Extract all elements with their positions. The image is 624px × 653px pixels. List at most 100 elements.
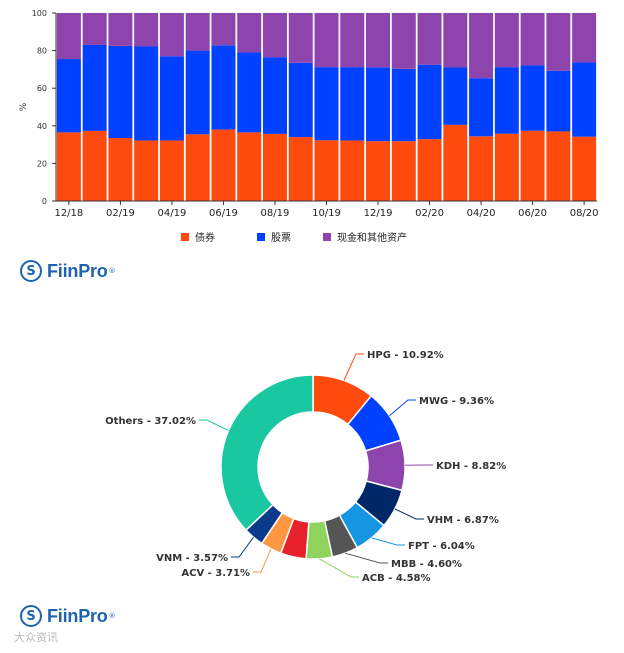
slice-connector <box>389 399 416 417</box>
bar-segment <box>134 140 159 201</box>
bar-segment <box>108 45 133 139</box>
y-tick-label: 20 <box>37 159 47 168</box>
slice-label: MBB - 4.60% <box>391 559 462 570</box>
bar-segment <box>417 64 442 140</box>
bar-segment <box>211 45 236 130</box>
bar-segment <box>340 13 365 68</box>
fiinpro-s-icon: S <box>20 605 42 627</box>
bar-segment <box>546 13 571 71</box>
bar-segment <box>520 130 545 201</box>
x-tick-label: 12/18 <box>54 208 83 219</box>
y-axis-label: % <box>19 102 29 111</box>
bar-segment <box>314 13 339 68</box>
bar-segment <box>314 67 339 141</box>
bar-segment <box>546 131 571 201</box>
slice-connector <box>231 536 254 558</box>
slice-label: ACB - 4.58% <box>362 573 431 584</box>
y-tick-label: 0 <box>42 197 47 206</box>
bar-segment <box>494 133 519 201</box>
fiinpro-wordmark: FiinPro <box>47 605 108 626</box>
bar-segment <box>469 78 494 137</box>
bar-segment <box>262 133 287 201</box>
slice-connector <box>319 558 359 578</box>
bar-segment <box>159 56 184 141</box>
legend-label: 现金和其他资产 <box>337 231 407 244</box>
slice-label: MWG - 9.36% <box>419 396 494 407</box>
bar-segment <box>546 70 571 132</box>
slice-label: FPT - 6.04% <box>408 541 475 552</box>
bar-segment <box>108 13 133 46</box>
slice-label: KDH - 8.82% <box>436 461 506 472</box>
bar-segment <box>391 141 416 201</box>
watermark-text: 大众资讯 <box>14 631 58 644</box>
bar-segment <box>572 13 597 63</box>
bar-segment <box>572 62 597 137</box>
bar-segment <box>469 13 494 79</box>
bar-segment <box>237 52 262 133</box>
y-tick-label: 60 <box>37 84 47 93</box>
slice-connector <box>394 508 424 520</box>
bar-segment <box>366 141 391 201</box>
x-tick-label: 02/19 <box>106 208 135 219</box>
legend-label: 债券 <box>195 231 215 244</box>
bar-segment <box>288 13 313 63</box>
bar-segment <box>520 13 545 66</box>
x-tick-label: 06/20 <box>518 208 547 219</box>
legend-label: 股票 <box>271 232 291 244</box>
bar-segment <box>262 57 287 134</box>
bar-segment <box>56 59 81 133</box>
registered-mark: ® <box>108 267 116 275</box>
x-tick-label: 10/19 <box>312 208 341 219</box>
bar-segment <box>211 129 236 201</box>
slice-connector <box>371 537 405 546</box>
bar-segment <box>417 139 442 201</box>
slice-connector <box>199 419 229 431</box>
bar-segment <box>56 13 81 60</box>
bar-segment <box>211 13 236 46</box>
x-tick-label: 04/20 <box>467 208 496 219</box>
fiinpro-wordmark: FiinPro <box>47 260 108 281</box>
registered-mark: ® <box>108 612 116 620</box>
bar-segment <box>134 13 159 47</box>
bar-segment <box>262 13 287 58</box>
bar-segment <box>159 140 184 201</box>
x-tick-label: 08/19 <box>261 208 290 219</box>
bar-segment <box>237 13 262 53</box>
slice-label: Others - 37.02% <box>105 416 196 427</box>
x-tick-label: 08/20 <box>570 208 599 219</box>
bar-segment <box>443 124 468 201</box>
slice-connector <box>345 552 388 564</box>
bar-segment <box>185 134 210 201</box>
bar-segment <box>469 136 494 201</box>
bar-segment <box>340 140 365 201</box>
bar-segment <box>82 130 107 201</box>
legend-swatch <box>323 233 331 241</box>
bar-segment <box>391 68 416 142</box>
bar-segment <box>417 13 442 65</box>
x-tick-label: 06/19 <box>209 208 238 219</box>
x-tick-label: 12/19 <box>364 208 393 219</box>
bar-segment <box>314 140 339 201</box>
slice-label: HPG - 10.92% <box>367 350 444 361</box>
bar-segment <box>134 46 159 141</box>
legend-swatch <box>257 233 265 241</box>
bar-segment <box>185 50 210 135</box>
stacked-bar-chart: 0 20 40 60 80 100% 12/18 02/19 04/19 06/19 08/19 10… <box>19 9 599 219</box>
bar-segment <box>159 13 184 57</box>
slice-connector <box>343 353 364 381</box>
fiinpro-s-icon: S <box>20 260 42 282</box>
bar-segment <box>494 67 519 134</box>
slice-label: ACV - 3.71% <box>181 568 250 579</box>
fiinpro-logo-bottom: S FiinPro ® <box>20 605 116 627</box>
bar-segment <box>288 137 313 201</box>
legend-swatch <box>181 233 189 241</box>
slice-label: VNM - 3.57% <box>156 553 228 564</box>
bar-segment <box>82 44 107 131</box>
bar-segment <box>366 13 391 68</box>
bar-legend: 债券 股票 现金和其他资产 <box>181 231 407 244</box>
fiinpro-logo-top: S FiinPro ® <box>20 260 116 282</box>
bar-segment <box>443 13 468 68</box>
y-tick-label: 40 <box>37 122 47 131</box>
bar-segment <box>185 13 210 51</box>
